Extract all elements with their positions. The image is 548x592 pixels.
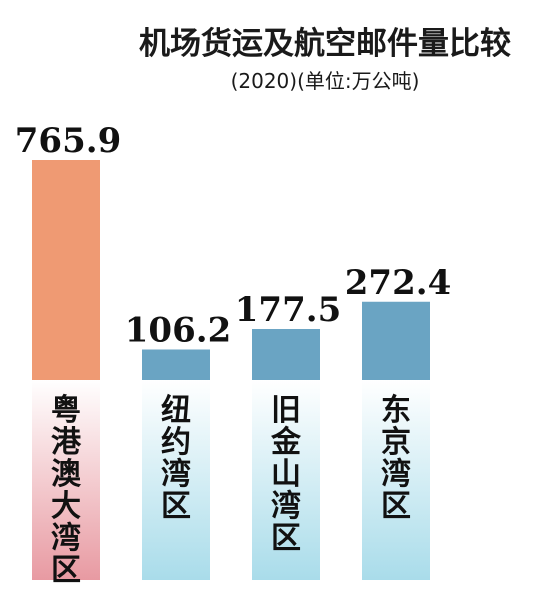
- bar: [362, 301, 430, 380]
- label-panel: [252, 380, 320, 580]
- category-label: 东京湾区: [381, 393, 411, 524]
- chart-subtitle: (2020)(单位:万公吨): [231, 69, 420, 93]
- value-label: 106.2: [125, 310, 231, 350]
- bar: [252, 329, 320, 380]
- label-panel: [362, 380, 430, 580]
- bar: [142, 349, 210, 380]
- bar: [32, 160, 100, 380]
- label-panel: [32, 380, 100, 580]
- category-label: 粤港澳大湾区: [51, 393, 82, 588]
- label-panel: [142, 380, 210, 580]
- bars-layer: 765.9 粤港澳大湾区 106.2 纽约湾区 177.5 旧金山湾区 272.4 东京湾区: [15, 121, 451, 588]
- value-label: 177.5: [235, 290, 341, 330]
- value-label: 765.9: [15, 121, 121, 161]
- value-label: 272.4: [345, 263, 451, 303]
- chart-title: 机场货运及航空邮件量比较: [139, 26, 511, 62]
- category-label: 旧金山湾区: [270, 393, 302, 556]
- category-label: 纽约湾区: [161, 393, 191, 524]
